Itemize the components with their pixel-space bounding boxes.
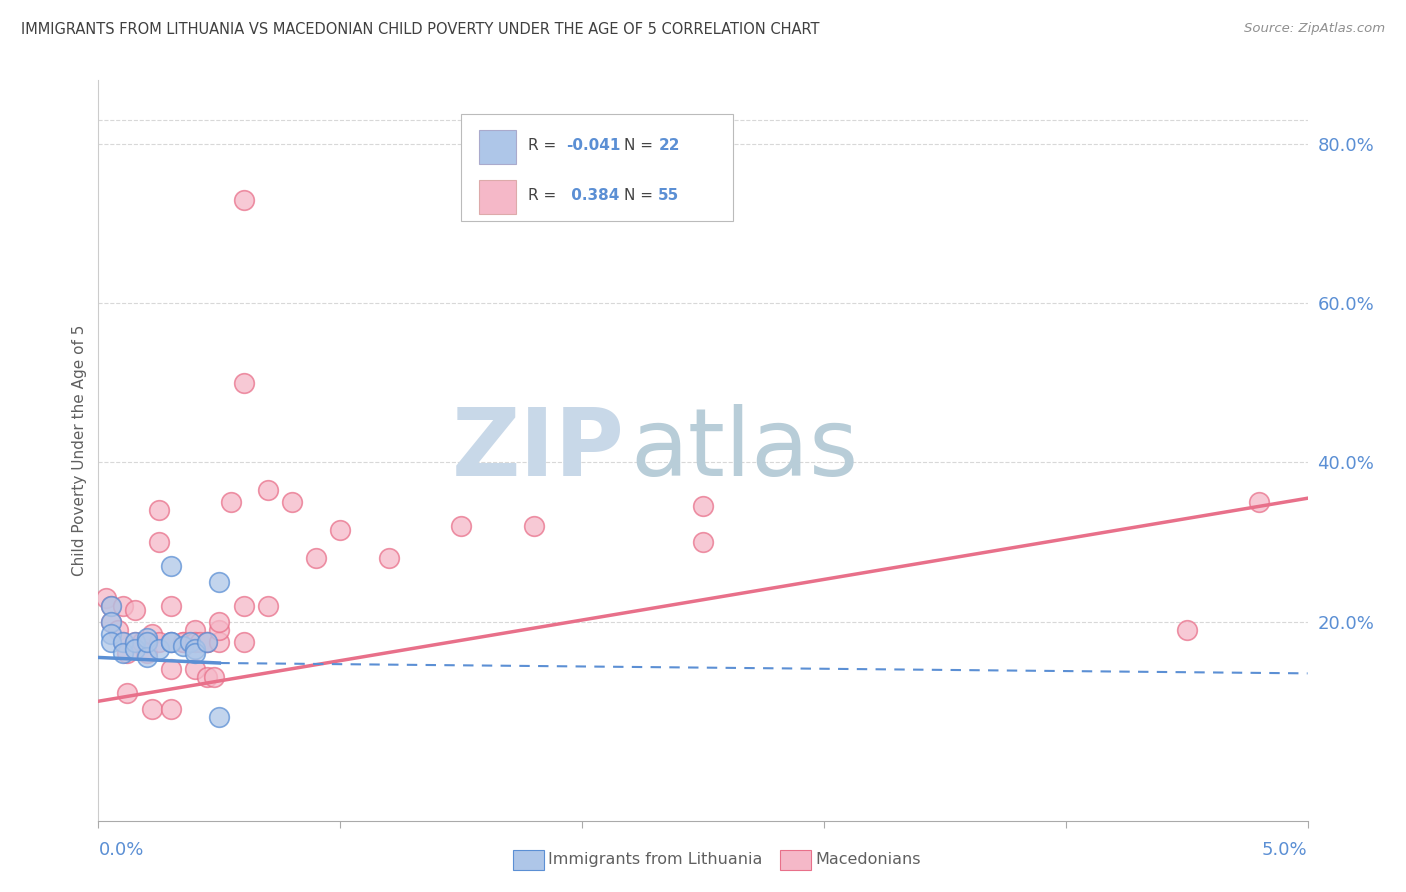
Point bbox=[160, 702, 183, 716]
Point bbox=[111, 599, 134, 613]
Text: 0.384: 0.384 bbox=[567, 187, 620, 202]
Point bbox=[135, 650, 157, 665]
Point bbox=[208, 615, 231, 629]
Point bbox=[172, 639, 194, 653]
Point bbox=[100, 615, 122, 629]
Bar bbox=[479, 130, 516, 164]
FancyBboxPatch shape bbox=[461, 113, 734, 221]
Point bbox=[232, 376, 254, 390]
Text: -0.041: -0.041 bbox=[567, 137, 620, 153]
Text: ZIP: ZIP bbox=[451, 404, 624, 497]
Point bbox=[195, 634, 218, 648]
Point bbox=[184, 634, 207, 648]
Point bbox=[107, 623, 129, 637]
Point bbox=[135, 634, 157, 648]
Point bbox=[208, 710, 231, 724]
Point bbox=[692, 499, 714, 513]
Point bbox=[135, 634, 157, 648]
Point bbox=[450, 519, 472, 533]
Point bbox=[160, 662, 183, 676]
Point bbox=[172, 634, 194, 648]
Text: R =: R = bbox=[527, 187, 561, 202]
Point bbox=[1175, 623, 1198, 637]
Point bbox=[124, 634, 146, 648]
Point bbox=[232, 599, 254, 613]
Y-axis label: Child Poverty Under the Age of 5: Child Poverty Under the Age of 5 bbox=[72, 325, 87, 576]
Point bbox=[148, 535, 170, 549]
Point bbox=[195, 634, 218, 648]
Point bbox=[305, 550, 328, 565]
Text: 22: 22 bbox=[658, 137, 679, 153]
Point bbox=[232, 193, 254, 207]
Point bbox=[124, 642, 146, 657]
Text: Immigrants from Lithuania: Immigrants from Lithuania bbox=[548, 853, 762, 867]
Point bbox=[148, 634, 170, 648]
Point bbox=[135, 647, 157, 661]
Bar bbox=[479, 180, 516, 214]
Text: 55: 55 bbox=[658, 187, 679, 202]
Point bbox=[184, 647, 207, 661]
Point bbox=[100, 634, 122, 648]
Point bbox=[148, 503, 170, 517]
Point bbox=[160, 558, 183, 573]
Text: atlas: atlas bbox=[630, 404, 859, 497]
Text: Macedonians: Macedonians bbox=[815, 853, 921, 867]
Point bbox=[148, 642, 170, 657]
Point bbox=[188, 634, 211, 648]
Point bbox=[179, 634, 201, 648]
Point bbox=[111, 634, 134, 648]
Point bbox=[208, 574, 231, 589]
Point bbox=[281, 495, 304, 509]
Point bbox=[131, 634, 153, 648]
Point bbox=[195, 634, 218, 648]
Text: N =: N = bbox=[624, 187, 658, 202]
Point bbox=[184, 623, 207, 637]
Text: N =: N = bbox=[624, 137, 658, 153]
Point bbox=[124, 634, 146, 648]
Text: Source: ZipAtlas.com: Source: ZipAtlas.com bbox=[1244, 22, 1385, 36]
Text: R =: R = bbox=[527, 137, 561, 153]
Point bbox=[111, 634, 134, 648]
Point bbox=[100, 599, 122, 613]
Point bbox=[329, 523, 352, 537]
Point bbox=[184, 642, 207, 657]
Point bbox=[117, 686, 139, 700]
Point bbox=[179, 634, 201, 648]
Point bbox=[184, 634, 207, 648]
Point bbox=[141, 626, 163, 640]
Point bbox=[141, 702, 163, 716]
Point bbox=[1249, 495, 1271, 509]
Text: 0.0%: 0.0% bbox=[98, 840, 143, 858]
Text: 5.0%: 5.0% bbox=[1263, 840, 1308, 858]
Point bbox=[377, 550, 399, 565]
Point bbox=[124, 602, 146, 616]
Point bbox=[100, 626, 122, 640]
Point bbox=[208, 623, 231, 637]
Point bbox=[692, 535, 714, 549]
Point bbox=[111, 647, 134, 661]
Point bbox=[100, 599, 122, 613]
Point bbox=[94, 591, 117, 605]
Point bbox=[256, 599, 278, 613]
Point bbox=[256, 483, 278, 498]
Point bbox=[232, 634, 254, 648]
Point bbox=[221, 495, 243, 509]
Text: IMMIGRANTS FROM LITHUANIA VS MACEDONIAN CHILD POVERTY UNDER THE AGE OF 5 CORRELA: IMMIGRANTS FROM LITHUANIA VS MACEDONIAN … bbox=[21, 22, 820, 37]
Point bbox=[160, 634, 183, 648]
Point bbox=[208, 634, 231, 648]
Point bbox=[160, 634, 183, 648]
Point bbox=[160, 634, 183, 648]
Point bbox=[135, 634, 157, 648]
Point bbox=[195, 670, 218, 684]
Point bbox=[135, 631, 157, 645]
Point bbox=[172, 634, 194, 648]
Point bbox=[100, 615, 122, 629]
Point bbox=[204, 670, 226, 684]
Point bbox=[160, 599, 183, 613]
Point bbox=[523, 519, 546, 533]
Point bbox=[117, 647, 139, 661]
Point bbox=[184, 662, 207, 676]
